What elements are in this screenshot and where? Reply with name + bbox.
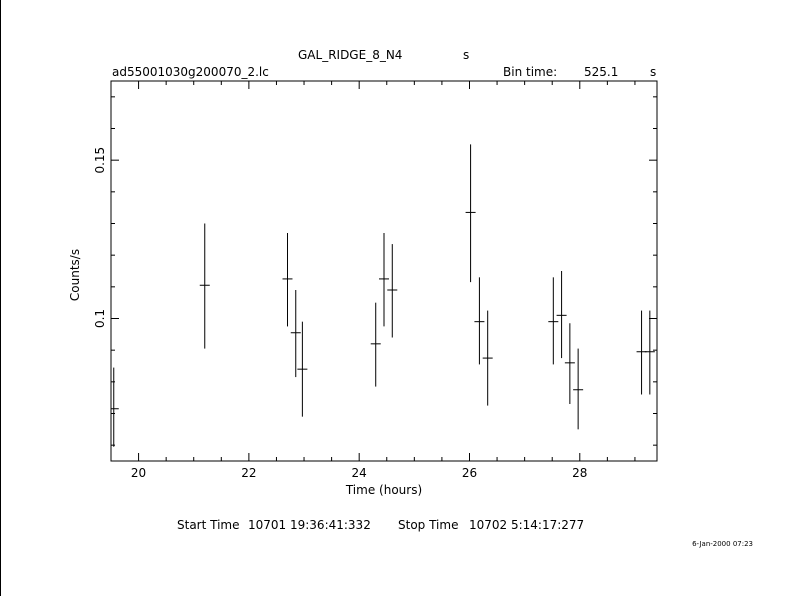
x-tick-label: 26: [462, 466, 477, 480]
x-tick-label: 20: [131, 466, 146, 480]
data-points: [111, 144, 655, 447]
axis-ticks: [110, 81, 657, 461]
y-axis-label: Counts/s: [68, 249, 82, 301]
date-stamp: 6-Jan-2000 07:23: [692, 540, 753, 548]
x-tick-label: 22: [241, 466, 256, 480]
x-axis-label: Time (hours): [345, 483, 422, 497]
x-tick-label: 28: [572, 466, 587, 480]
file-name: ad55001030g200070_2.lc: [112, 65, 269, 79]
y-tick-label: 0.15: [93, 147, 107, 174]
x-tick-label: 24: [352, 466, 367, 480]
plot-frame: [110, 80, 658, 462]
window-edge: [0, 0, 1, 596]
stop-time-value: 10702 5:14:17:277: [469, 518, 584, 532]
stop-time-label: Stop Time: [398, 518, 458, 532]
bin-time-label: Bin time:: [503, 65, 557, 79]
object-unit: s: [463, 48, 469, 62]
bin-time-value: 525.1: [584, 65, 618, 79]
y-tick-label: 0.1: [93, 309, 107, 328]
bin-time-unit: s: [650, 65, 656, 79]
start-time-label: Start Time: [177, 518, 240, 532]
object-name: GAL_RIDGE_8_N4: [298, 48, 402, 62]
axis-tick-labels: 20 22 24 26 28 0.1 0.15: [93, 147, 587, 480]
start-time-value: 10701 19:36:41:332: [248, 518, 371, 532]
